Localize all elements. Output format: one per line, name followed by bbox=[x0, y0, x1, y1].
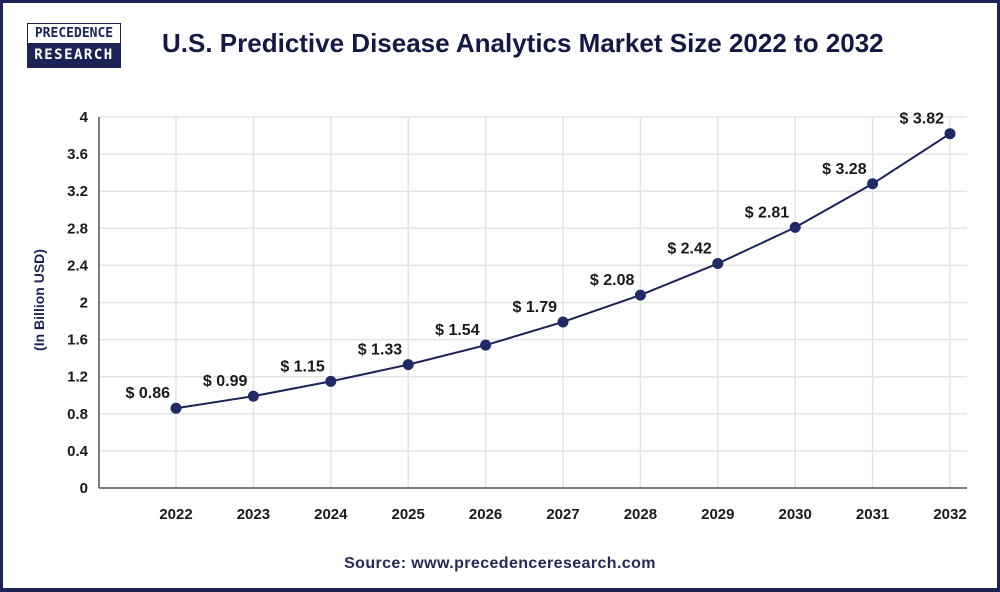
logo-text-top: PRECEDENCE bbox=[34, 26, 114, 41]
data-point bbox=[867, 178, 879, 190]
x-axis-ticks: 2022 2023 2024 2025 2026 2027 2028 2029 2030 2031… bbox=[159, 506, 966, 523]
x-tick-label: 2030 bbox=[779, 506, 812, 523]
data-point bbox=[170, 402, 182, 414]
y-tick-label: 3.2 bbox=[67, 183, 88, 200]
y-tick-label: 3.6 bbox=[67, 146, 88, 163]
data-label: $ 0.99 bbox=[203, 373, 248, 390]
data-point bbox=[402, 359, 414, 371]
x-tick-label: 2022 bbox=[159, 506, 192, 523]
data-point bbox=[480, 339, 492, 351]
x-tick-label: 2025 bbox=[392, 506, 425, 523]
y-tick-label: 0.8 bbox=[67, 406, 88, 423]
y-axis-label: (In Billion USD) bbox=[31, 249, 47, 351]
data-label: $ 1.15 bbox=[280, 358, 325, 375]
data-label: $ 3.28 bbox=[822, 161, 867, 178]
data-label: $ 0.86 bbox=[126, 385, 171, 402]
data-point bbox=[247, 390, 259, 402]
y-tick-label: 0.4 bbox=[67, 443, 89, 460]
data-point bbox=[634, 289, 646, 301]
data-label: $ 1.79 bbox=[513, 299, 558, 316]
gridlines bbox=[99, 116, 967, 488]
source-note: Source: www.precedenceresearch.com bbox=[344, 555, 656, 572]
x-tick-label: 2024 bbox=[314, 506, 348, 523]
y-tick-label: 4 bbox=[80, 109, 89, 126]
y-axis-ticks: 0 0.4 0.8 1.2 1.6 2 2.4 2.8 3.2 3.6 4 bbox=[67, 109, 89, 497]
y-tick-label: 2 bbox=[80, 295, 88, 312]
data-markers bbox=[170, 128, 956, 414]
x-tick-label: 2028 bbox=[624, 506, 657, 523]
logo-text-bottom: RESEARCH bbox=[28, 43, 120, 67]
axes bbox=[98, 117, 967, 489]
chart-title: U.S. Predictive Disease Analytics Market… bbox=[162, 28, 884, 58]
y-tick-label: 2.4 bbox=[67, 257, 89, 274]
x-tick-label: 2032 bbox=[933, 506, 966, 523]
data-label: $ 1.33 bbox=[358, 342, 403, 359]
x-tick-label: 2023 bbox=[237, 506, 270, 523]
y-tick-label: 1.2 bbox=[67, 369, 88, 386]
data-point bbox=[789, 221, 801, 233]
data-label: $ 2.81 bbox=[745, 204, 790, 221]
x-tick-label: 2026 bbox=[469, 506, 502, 523]
data-point bbox=[944, 128, 956, 140]
data-labels: $ 0.86 $ 0.99 $ 1.15 $ 1.33 $ 1.54 $ 1.79 $ 2.… bbox=[126, 111, 945, 403]
data-label: $ 2.08 bbox=[590, 272, 635, 289]
data-label: $ 1.54 bbox=[435, 322, 480, 339]
brand-logo: PRECEDENCE RESEARCH bbox=[27, 23, 121, 68]
data-point bbox=[557, 316, 569, 328]
data-point bbox=[712, 258, 724, 270]
y-tick-label: 1.6 bbox=[67, 332, 88, 349]
data-label: $ 2.42 bbox=[667, 241, 712, 258]
y-tick-label: 2.8 bbox=[67, 220, 88, 237]
y-tick-label: 0 bbox=[80, 480, 88, 497]
x-tick-label: 2031 bbox=[856, 506, 889, 523]
x-tick-label: 2027 bbox=[546, 506, 579, 523]
data-label: $ 3.82 bbox=[900, 111, 945, 128]
data-point bbox=[325, 375, 337, 387]
x-tick-label: 2029 bbox=[701, 506, 734, 523]
